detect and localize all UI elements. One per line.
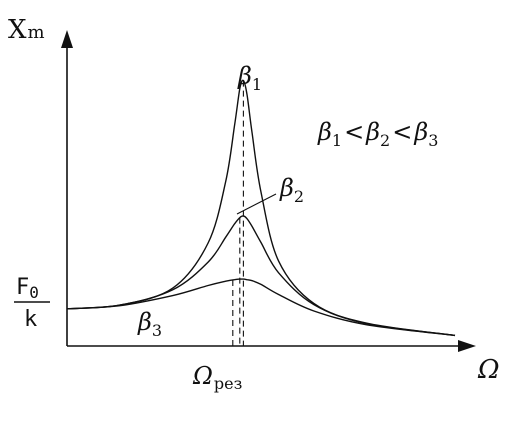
x-tick-label-resonance: Ωрез [192, 362, 242, 393]
resonance-markers [232, 80, 244, 346]
y-tick-label-f0-over-k: F0 k [14, 275, 50, 332]
y-axis-label: Xm [8, 15, 45, 45]
x-axis-label: Ω [477, 355, 500, 385]
y-tick-numerator: F0 [16, 275, 39, 302]
series-label-beta2: β2 [279, 174, 304, 206]
curve-beta2 [66, 215, 456, 337]
y-tick-denominator: k [24, 307, 37, 332]
curve-beta3 [66, 278, 456, 337]
series-label-beta3: β3 [137, 308, 162, 340]
series-curves [66, 79, 456, 337]
series-label-beta1: β1 [237, 62, 262, 94]
y-axis-arrow [61, 30, 73, 48]
x-axis-arrow [458, 340, 476, 352]
curve-beta1 [66, 79, 456, 337]
beta2-leader-line [236, 193, 277, 215]
beta-order-annotation: β1<β2<β3 [317, 118, 438, 150]
